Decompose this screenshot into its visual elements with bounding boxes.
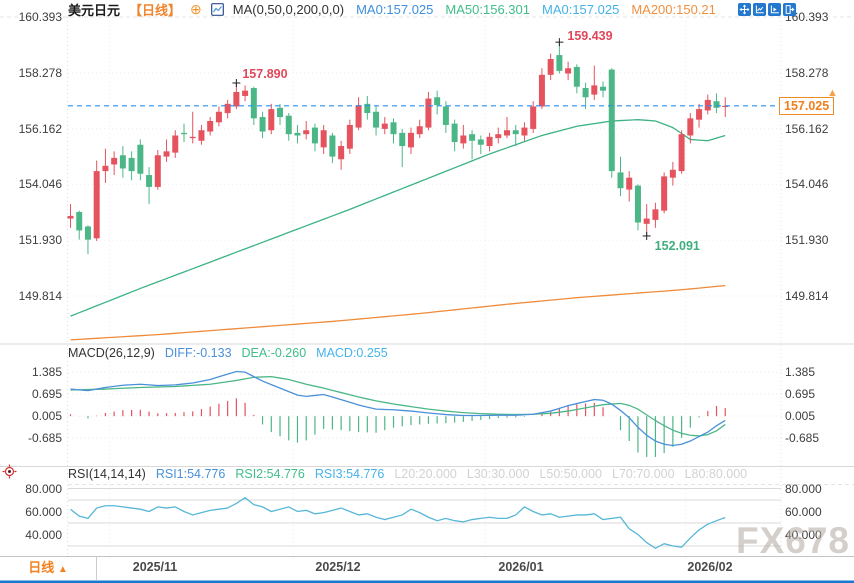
macd-legend-item: MACD(26,12,9): [68, 346, 155, 360]
main-axis-label-right: 149.814: [785, 289, 829, 303]
macd-axis-label-left: 0.695: [31, 387, 62, 401]
macd-axis-label-left: 1.385: [31, 365, 62, 379]
rsi-legend-item: RSI3:54.776: [314, 467, 385, 481]
main-axis-label-left: 151.930: [18, 233, 62, 248]
rsi-legend-item: L80:80.000: [684, 467, 748, 481]
rsi-legend-item: RSI(14,14,14): [68, 467, 146, 481]
rsi-legend-item: RSI2:54.776: [235, 467, 305, 481]
rsi-axis-label-left: 80.000: [25, 481, 62, 496]
ma-chart-icon: [210, 2, 224, 16]
rsi-axis-label-left: 40.000: [25, 527, 62, 542]
rsi-legend-item: RSI1:54.776: [155, 467, 226, 481]
bottom-bar: 日线 ▲ 2025/11 2025/12 2026/01 2026/02: [0, 557, 854, 580]
ma-legend-item: MA50:156.301: [445, 1, 530, 17]
ma-legend-item: MA0:157.025: [356, 1, 434, 17]
macd-legend-item: MACD:0.255: [316, 346, 388, 360]
watermark: FX678: [735, 520, 850, 561]
period-tag: 【日线】: [129, 2, 182, 18]
macd-legend: MACD(26,12,9) DIFF:-0.133 DEA:-0.260 MACD:0…: [68, 346, 388, 360]
rsi-legend: RSI(14,14,14) RSI1:54.776 RSI2:54.776 RSI3:…: [68, 467, 747, 481]
month-label: 2026/02: [687, 560, 733, 574]
macd-legend-item: DEA:-0.260: [241, 346, 307, 360]
main-axis-label-left: 160.393: [18, 10, 62, 24]
rsi-legend-item: L50:50.000: [539, 467, 603, 481]
ma-legend-item: MA200:150.21: [631, 1, 716, 17]
price-up-arrow-icon: ▲: [827, 87, 838, 99]
pan-icon[interactable]: [768, 3, 781, 16]
annotation-low-152091: 152.091: [654, 238, 700, 253]
rsi-axis-label-right: 80.000: [785, 481, 822, 496]
main-axis-label-left: 154.046: [18, 177, 62, 192]
annotation-high-157890: 157.890: [242, 67, 288, 81]
period-tab-arrow-icon: ▲: [57, 564, 68, 575]
crosshair-target-icon[interactable]: [2, 464, 17, 484]
rsi-axis-label-left: 60.000: [25, 504, 62, 519]
macd-axis-label-left: -0.685: [27, 431, 62, 445]
month-label: 2025/12: [315, 560, 361, 574]
macd-axis-label-right: 0.005: [785, 409, 816, 423]
ma-legend-item: MA0:157.025: [541, 1, 620, 17]
last-price-tag: 157.025: [779, 97, 835, 115]
crosshair-move-icon[interactable]: [738, 3, 751, 16]
rsi-legend-item: L70:70.000: [612, 467, 675, 481]
period-tab-label: 日线: [28, 560, 55, 575]
main-axis-label-left: 158.278: [18, 65, 62, 80]
symbol-title: 美元日元: [68, 2, 121, 18]
ma-legend-item: MA(0,50,0,200,0,0): [232, 1, 345, 17]
ma-legend: MA(0,50,0,200,0,0) MA0:157.025 MA50:156.30…: [233, 2, 716, 17]
macd-axis-label-right: 0.695: [785, 387, 816, 401]
macd-axis-label-right: -0.685: [785, 431, 820, 445]
rsi-axis-label-right: 60.000: [785, 504, 822, 519]
main-axis-label-right: 156.162: [785, 121, 829, 136]
chart-toolbar: [738, 3, 796, 16]
rsi-legend-item: L30:30.000: [466, 467, 530, 481]
macd-axis-label-left: 0.005: [31, 409, 62, 423]
main-axis-label-right: 154.046: [785, 177, 829, 192]
macd-legend-item: DIFF:-0.133: [164, 346, 232, 360]
rsi-legend-item: L20:20.000: [394, 467, 457, 481]
annotation-high-159439: 159.439: [567, 29, 613, 44]
main-axis-label-right: 151.930: [785, 233, 829, 248]
month-label: 2026/01: [498, 560, 544, 574]
main-axis-label-left: 156.162: [18, 121, 62, 136]
main-axis-label-right: 158.278: [785, 65, 829, 80]
add-indicator-icon[interactable]: ⊕: [190, 1, 202, 17]
main-axis-label-left: 149.814: [18, 289, 62, 303]
axis-scale-icon[interactable]: [753, 3, 766, 16]
month-label: 2025/11: [132, 560, 178, 574]
chart-header: 美元日元 【日线】 ⊕ MA(0,50,0,200,0,0) MA0:157.02…: [68, 1, 716, 18]
rsi-axis-label-right: 40.000: [785, 527, 822, 542]
exit-icon[interactable]: [783, 3, 796, 16]
macd-axis-label-right: 1.385: [785, 365, 816, 379]
period-selector-tab[interactable]: 日线 ▲: [0, 557, 97, 580]
